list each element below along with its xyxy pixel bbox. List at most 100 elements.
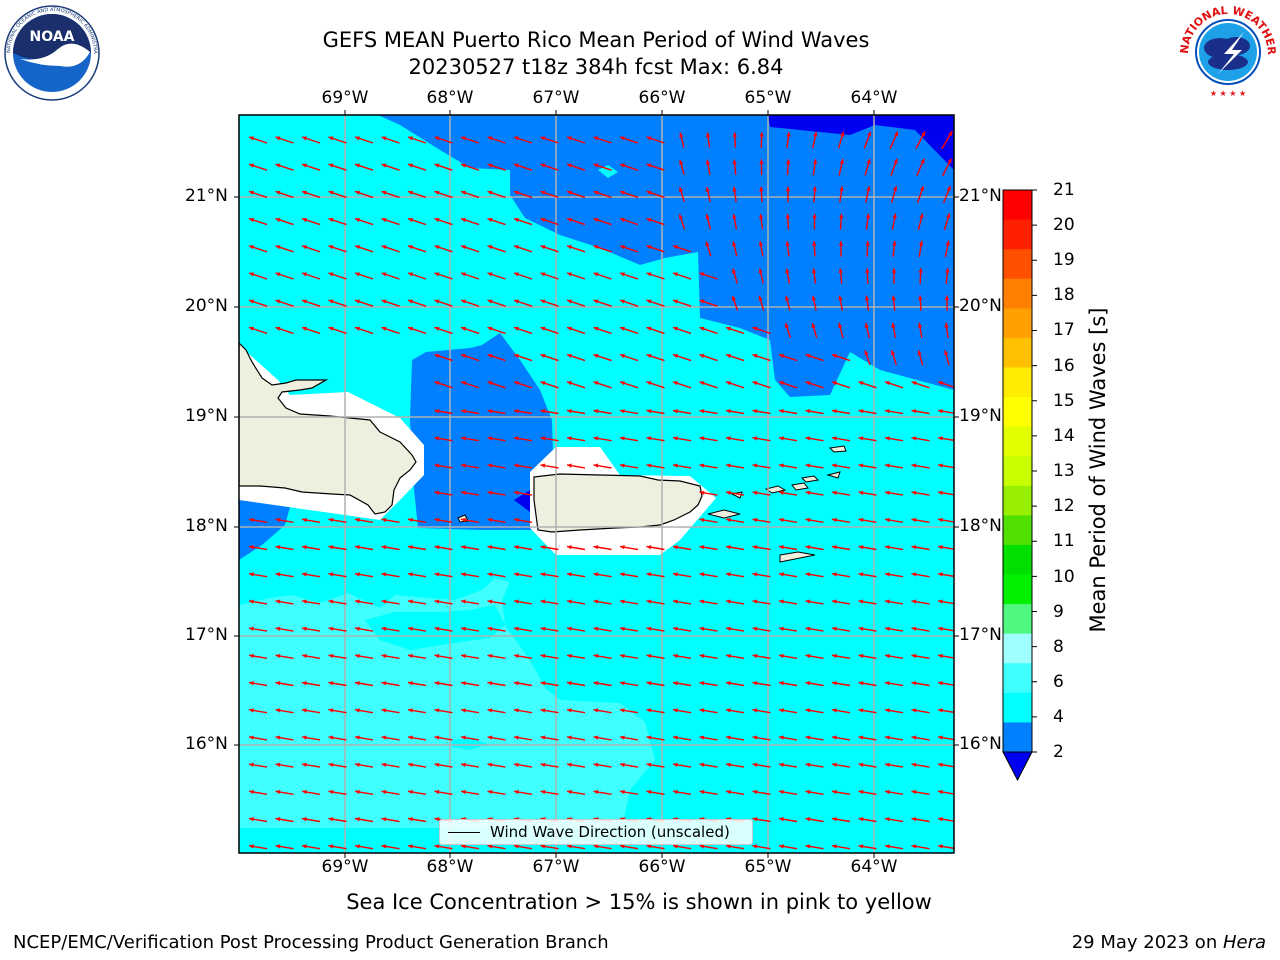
wave-arrow-head xyxy=(885,517,890,523)
island-vieques xyxy=(707,509,741,519)
wave-arrow-head xyxy=(461,626,466,631)
wave-arrow-head xyxy=(805,572,811,577)
wave-arrow-head xyxy=(355,163,360,168)
wave-arrow-head xyxy=(275,272,281,277)
wave-arrow-head xyxy=(355,599,360,604)
wave-arrow-head xyxy=(832,735,837,740)
wave-arrow-head xyxy=(620,735,625,740)
wave-arrow-head xyxy=(779,463,784,468)
wave-arrow-head xyxy=(540,708,546,713)
wave-arrow-head xyxy=(461,517,466,523)
wave-arrow-head xyxy=(328,299,334,304)
wave-arrow-head xyxy=(646,681,652,686)
wave-arrow-head xyxy=(726,681,731,686)
wave-arrow-head xyxy=(249,681,254,686)
wave-arrow-head xyxy=(938,409,943,414)
wave-arrow-head xyxy=(699,545,705,550)
wave-arrow-head xyxy=(784,323,790,329)
wave-arrow-head xyxy=(885,681,890,686)
colorbar-segment xyxy=(1003,722,1032,753)
wave-arrow-head xyxy=(752,708,758,713)
wave-arrow-head xyxy=(461,708,466,713)
wave-arrow-head xyxy=(408,190,413,195)
wave-arrow-head xyxy=(540,572,546,577)
wave-arrow-head xyxy=(355,272,360,277)
wave-arrow-head xyxy=(785,295,790,301)
wave-arrow-head xyxy=(858,817,864,822)
wave-arrow-head xyxy=(408,708,413,713)
land-puerto-rico xyxy=(533,473,703,533)
wave-arrow-head xyxy=(514,599,519,604)
wave-arrow-head xyxy=(911,681,917,686)
wave-arrow-head xyxy=(832,572,837,577)
wave-arrow-head xyxy=(328,545,334,550)
wave-arrow-head xyxy=(673,463,678,468)
colorbar-tick: 8 xyxy=(1053,637,1064,657)
wave-arrow-head xyxy=(779,599,784,604)
wave-arrow-head xyxy=(673,409,678,414)
wave-arrow-head xyxy=(434,681,440,686)
wave-arrow-head xyxy=(540,163,546,168)
wave-arrow-head xyxy=(461,599,466,604)
wave-arrow-head xyxy=(302,299,307,304)
wave-arrow-head xyxy=(275,136,281,141)
wave-arrow-head xyxy=(673,789,678,795)
wave-arrow-head xyxy=(620,409,625,414)
wave-arrow-head xyxy=(275,299,281,304)
wave-arrow-head xyxy=(938,735,943,740)
wave-arrow-head xyxy=(540,409,546,414)
legend-label: Wind Wave Direction (unscaled) xyxy=(490,823,730,841)
wave-arrow-head xyxy=(785,213,790,219)
wind-wave-arrows xyxy=(248,130,954,850)
wave-arrow-head xyxy=(699,735,705,740)
wave-arrow-head xyxy=(249,217,254,223)
wave-arrow-head xyxy=(785,186,791,192)
colorbar-tick: 17 xyxy=(1053,320,1075,340)
wave-arrow-head xyxy=(434,789,440,795)
wave-arrow-head xyxy=(487,381,493,386)
lon-label-top-68w: 68°W xyxy=(426,88,474,108)
wave-arrow-head xyxy=(726,326,731,331)
wave-arrow-head xyxy=(328,817,334,822)
wave-arrow-head xyxy=(811,323,816,328)
wave-arrow-head xyxy=(646,353,652,359)
wave-arrow-head xyxy=(408,653,413,659)
wave-arrow-head xyxy=(885,545,890,550)
wave-arrow-head xyxy=(911,762,917,767)
wave-arrow-head xyxy=(673,572,678,577)
wave-arrow-head xyxy=(275,735,281,740)
wave-arrow-head xyxy=(461,163,466,168)
wave-arrow-head xyxy=(514,762,519,767)
wave-arrow-head xyxy=(275,653,281,659)
wave-arrow-head xyxy=(812,159,818,164)
wave-arrow-head xyxy=(275,817,281,822)
wave-arrow-head xyxy=(786,159,791,164)
wave-arrow-head xyxy=(434,735,440,740)
wave-arrow-head xyxy=(328,245,334,250)
wave-arrow-head xyxy=(381,762,387,767)
colorbar-tick: 13 xyxy=(1053,461,1075,481)
wave-arrow-head xyxy=(890,350,896,356)
wave-arrow-head xyxy=(381,653,387,659)
wave-arrow-head xyxy=(673,762,678,767)
wave-arrow-head xyxy=(646,326,652,331)
map-frame xyxy=(238,114,955,854)
wave-arrow-head xyxy=(408,163,413,168)
wave-arrow-head xyxy=(540,681,546,686)
wave-arrow-head xyxy=(514,245,519,250)
wave-arrow-head xyxy=(408,245,413,250)
ocean-deep-patch-ne xyxy=(768,115,954,170)
wave-arrow-head xyxy=(620,272,625,277)
colorbar-segment xyxy=(1003,544,1032,576)
wave-arrow-head xyxy=(752,326,758,331)
wave-arrow-head xyxy=(911,735,917,740)
wave-arrow-head xyxy=(946,213,951,219)
wave-arrow-head xyxy=(328,136,334,141)
wave-arrow-head xyxy=(302,735,307,740)
wave-arrow-head xyxy=(249,572,254,577)
wave-arrow-head xyxy=(381,326,387,331)
wave-arrow-head xyxy=(434,572,440,577)
colorbar-tick: 21 xyxy=(1053,180,1075,200)
wave-arrow-head xyxy=(620,789,625,795)
wave-arrow-head xyxy=(461,245,466,250)
